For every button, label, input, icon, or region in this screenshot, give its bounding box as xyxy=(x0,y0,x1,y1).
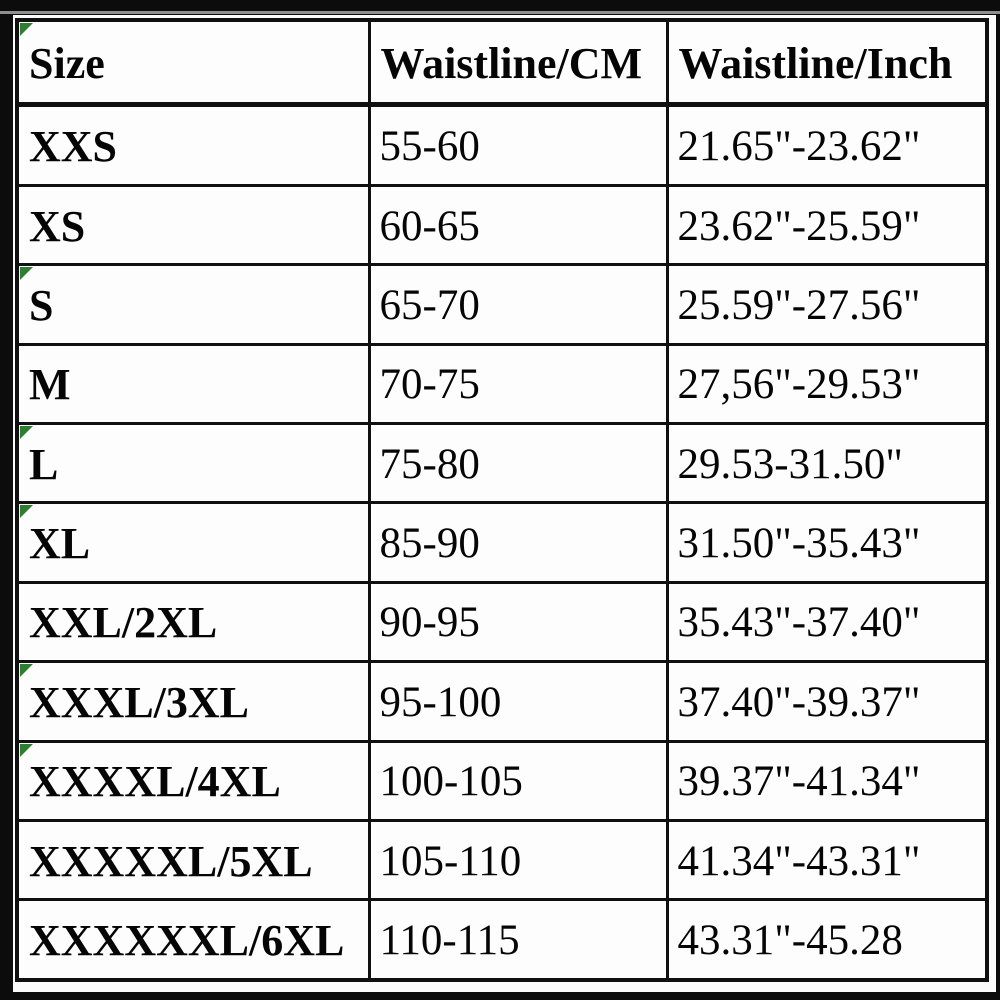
inch-cell-label: 27,56"-29.53" xyxy=(677,361,921,409)
cm-cell: 90-95 xyxy=(367,580,669,664)
inch-cell: 21.65"-23.62" xyxy=(665,103,989,187)
cm-cell-label: 55-60 xyxy=(379,122,480,170)
inch-cell-label: 37.40"-39.37" xyxy=(677,678,921,726)
cell-corner-marker-icon xyxy=(20,664,33,678)
size-cell-label: S xyxy=(29,280,54,330)
inch-cell-label: 39.37"-41.34" xyxy=(677,758,921,806)
header-corner-marker-icon xyxy=(20,23,33,36)
inch-cell-label: 31.50"-35.43" xyxy=(677,520,921,568)
table-row: XL 85-90 31.50"-35.43" xyxy=(15,501,989,584)
inch-cell-label: 43.31"-45.28 xyxy=(677,917,903,965)
size-cell: XXL/2XL xyxy=(15,580,371,664)
size-cell-label: XXXXXXL/6XL xyxy=(29,916,345,966)
size-cell-label: L xyxy=(29,439,59,489)
inch-cell-label: 23.62"-25.59" xyxy=(677,202,921,250)
cm-cell: 95-100 xyxy=(367,660,669,743)
size-cell-label: XXL/2XL xyxy=(29,598,218,648)
size-cell: XXXXXXL/6XL xyxy=(15,898,371,982)
table-row: XXXL/3XL 95-100 37.40"-39.37" xyxy=(15,660,989,743)
size-cell-label: XS xyxy=(29,201,86,251)
cm-cell-label: 70-75 xyxy=(379,361,480,409)
cm-cell-label: 110-115 xyxy=(379,917,520,965)
cm-cell-label: 65-70 xyxy=(379,281,480,329)
inch-cell-label: 35.43"-37.40" xyxy=(677,599,921,647)
table-header: Size Waistline/CM Waistline/Inch xyxy=(15,18,989,107)
cm-cell: 60-65 xyxy=(367,183,669,267)
inch-cell: 23.62"-25.59" xyxy=(665,183,989,267)
inch-cell-label: 41.34"-43.31" xyxy=(677,837,921,885)
inch-cell-label: 25.59"-27.56" xyxy=(677,281,921,329)
cm-cell: 75-80 xyxy=(367,421,669,505)
cm-cell-label: 85-90 xyxy=(379,520,480,568)
inch-cell: 35.43"-37.40" xyxy=(665,580,989,664)
size-cell: L xyxy=(15,421,371,505)
table-row: M 70-75 27,56"-29.53" xyxy=(15,342,989,425)
inch-cell-label: 21.65"-23.62" xyxy=(677,122,921,170)
cell-corner-marker-icon xyxy=(20,744,33,757)
inch-cell: 27,56"-29.53" xyxy=(665,342,989,425)
size-cell-label: M xyxy=(29,360,71,410)
cm-cell-label: 60-65 xyxy=(379,202,480,250)
size-cell: XXS xyxy=(15,103,371,187)
cm-cell: 55-60 xyxy=(367,103,669,187)
size-cell: XXXXL/4XL xyxy=(15,739,371,822)
inch-cell: 31.50"-35.43" xyxy=(665,501,989,584)
size-cell-label: XXXXL/4XL xyxy=(29,757,281,807)
cm-cell-label: 95-100 xyxy=(379,678,502,726)
size-cell-label: XXXXXL/5XL xyxy=(29,836,313,886)
inch-cell-label: 29.53-31.50" xyxy=(677,440,903,488)
size-cell-label: XXXL/3XL xyxy=(29,677,250,727)
column-header-waistline-inch: Waistline/Inch xyxy=(665,18,989,107)
table-row: XXL/2XL 90-95 35.43"-37.40" xyxy=(15,580,989,664)
size-cell: S xyxy=(15,263,371,346)
column-header-waistline-cm-label: Waistline/CM xyxy=(380,38,643,88)
inch-cell: 43.31"-45.28 xyxy=(665,898,989,982)
size-cell: XS xyxy=(15,183,371,267)
size-cell: XL xyxy=(15,501,371,584)
table-row: XXXXXL/5XL 105-110 41.34"-43.31" xyxy=(15,818,989,902)
size-cell-label: XL xyxy=(29,519,91,569)
cm-cell-label: 105-110 xyxy=(379,837,522,885)
cm-cell: 105-110 xyxy=(367,818,669,902)
table-row: XS 60-65 23.62"-25.59" xyxy=(15,183,989,267)
size-cell: XXXL/3XL xyxy=(15,660,371,743)
cm-cell-label: 90-95 xyxy=(379,599,480,647)
size-cell-label: XXS xyxy=(29,121,118,171)
table-row: L 75-80 29.53-31.50" xyxy=(15,421,989,505)
table-row: S 65-70 25.59"-27.56" xyxy=(15,263,989,346)
inch-cell: 41.34"-43.31" xyxy=(665,818,989,902)
cm-cell-label: 75-80 xyxy=(379,440,480,488)
sheet-background: Size Waistline/CM Waistline/Inch XXS 55-6… xyxy=(13,15,996,992)
table-body: XXS 55-60 21.65"-23.62" XS 60-65 23.62"-25.59… xyxy=(15,103,989,982)
column-header-waistline-cm: Waistline/CM xyxy=(367,18,669,107)
inch-cell: 25.59"-27.56" xyxy=(665,263,989,346)
inch-cell: 37.40"-39.37" xyxy=(665,660,989,743)
cm-cell: 65-70 xyxy=(367,263,669,346)
cm-cell: 85-90 xyxy=(367,501,669,584)
sheet-top-edge-line xyxy=(0,11,1000,14)
cm-cell: 110-115 xyxy=(367,898,669,982)
cm-cell-label: 100-105 xyxy=(379,758,523,806)
header-row: Size Waistline/CM Waistline/Inch xyxy=(15,18,989,107)
size-cell: M xyxy=(15,342,371,425)
inch-cell: 29.53-31.50" xyxy=(665,421,989,505)
column-header-size: Size xyxy=(15,18,371,107)
column-header-size-label: Size xyxy=(29,38,105,88)
cell-corner-marker-icon xyxy=(20,267,33,281)
column-header-waistline-inch-label: Waistline/Inch xyxy=(678,38,953,88)
table-row: XXS 55-60 21.65"-23.62" xyxy=(15,103,989,187)
size-cell: XXXXXL/5XL xyxy=(15,818,371,902)
table-row: XXXXL/4XL 100-105 39.37"-41.34" xyxy=(15,739,989,822)
cm-cell: 100-105 xyxy=(367,739,669,822)
cell-corner-marker-icon xyxy=(20,426,33,439)
table-row: XXXXXXL/6XL 110-115 43.31"-45.28 xyxy=(15,898,989,982)
inch-cell: 39.37"-41.34" xyxy=(665,739,989,822)
cm-cell: 70-75 xyxy=(367,342,669,425)
cell-corner-marker-icon xyxy=(20,505,33,519)
size-chart-table: Size Waistline/CM Waistline/Inch XXS 55-6… xyxy=(15,18,989,982)
